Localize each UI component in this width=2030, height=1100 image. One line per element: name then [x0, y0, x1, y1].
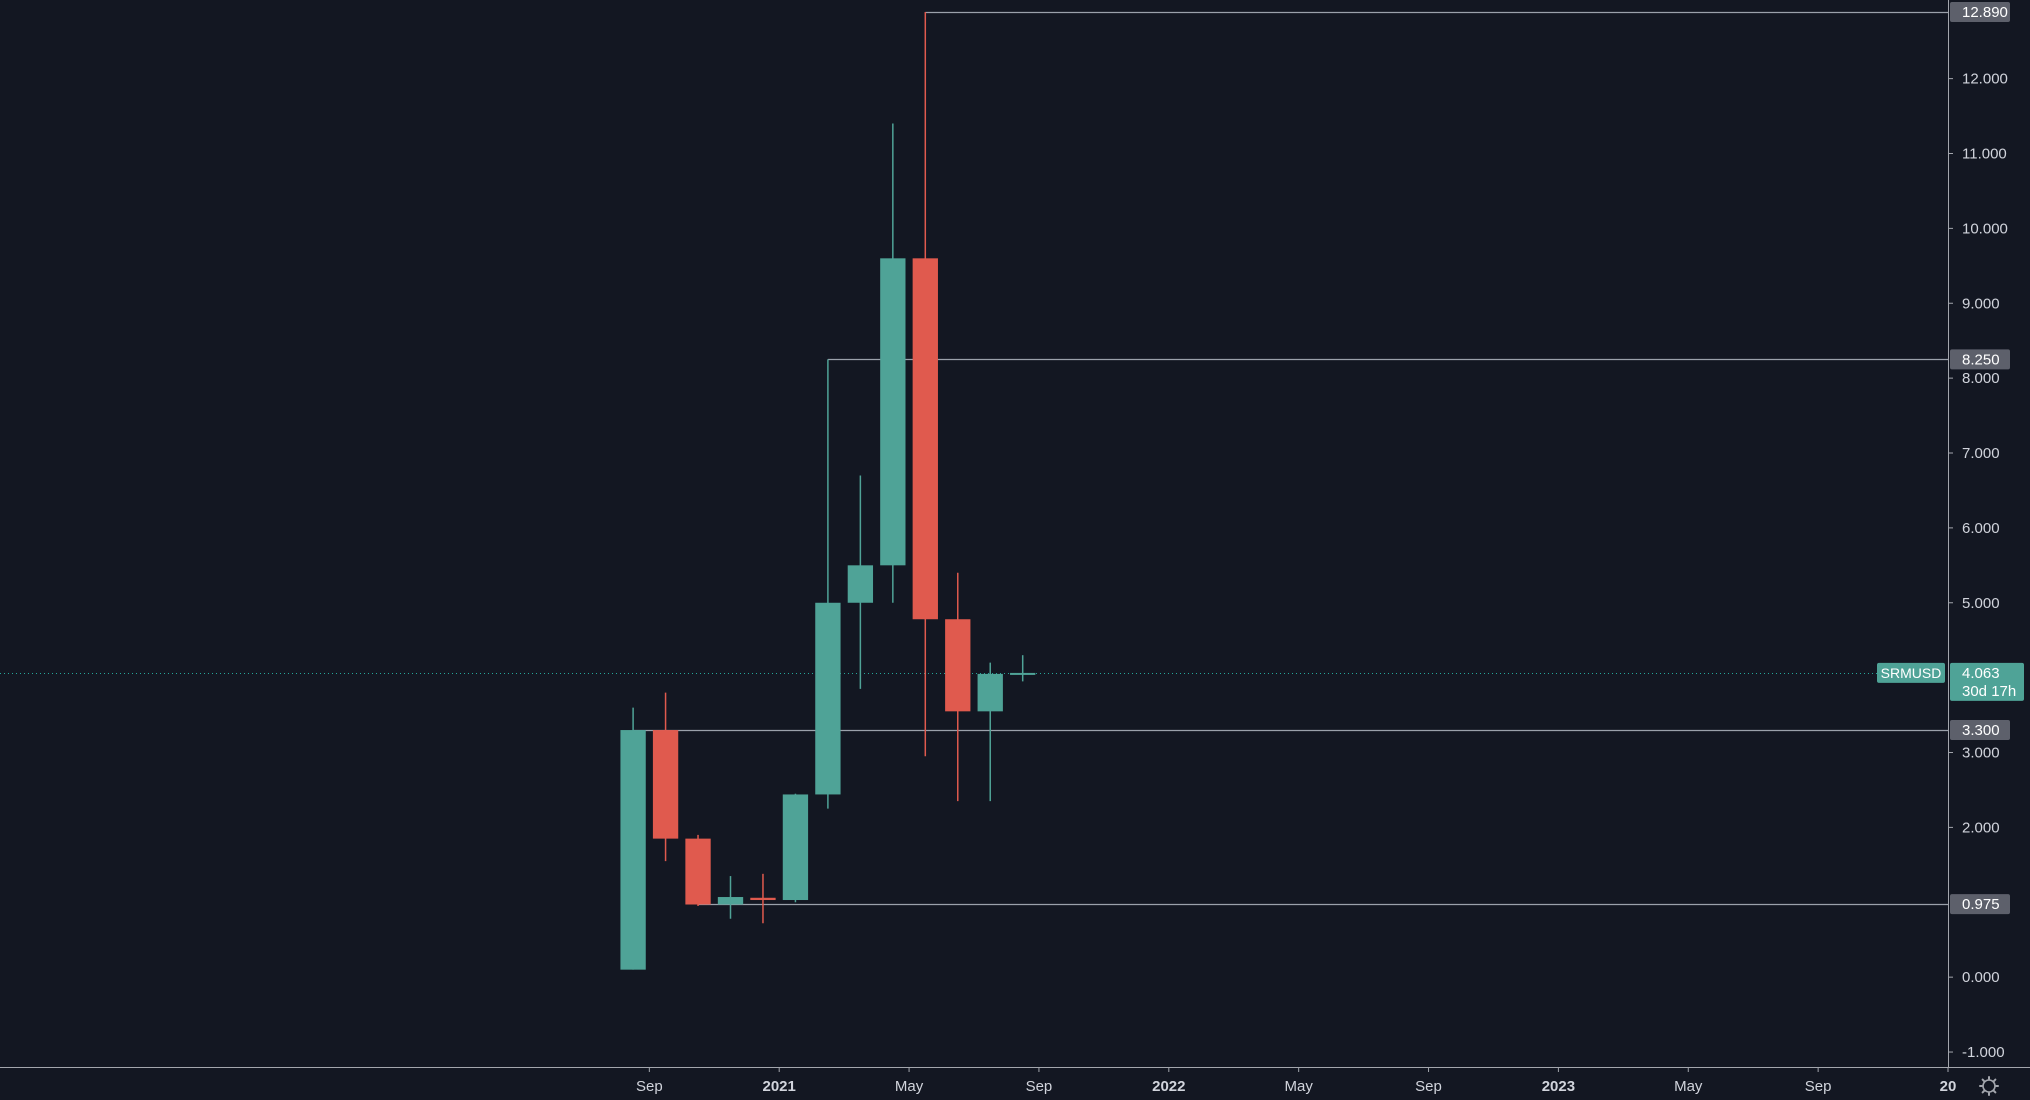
candle-2020-12 [750, 873, 776, 924]
candle-body [782, 794, 809, 901]
candle-body [847, 565, 874, 603]
y-tick-label: 3.000 [1962, 745, 2000, 762]
level-tag-0: 12.890 [1950, 1, 2010, 22]
candle-2020-10 [685, 834, 711, 907]
x-tick-label: Sep [1805, 1078, 1832, 1095]
x-tick-label: 20 [1940, 1078, 1957, 1095]
y-tick-label: 6.000 [1962, 520, 2000, 537]
level-tag-bg [1950, 349, 2010, 370]
candle-body [717, 897, 744, 905]
candles-layer [620, 11, 1036, 970]
x-tick-label: Sep [1026, 1078, 1053, 1095]
candle-body [945, 619, 971, 712]
candle-body [685, 838, 711, 905]
candle-body [977, 673, 1003, 712]
candle-2021-03 [847, 475, 874, 689]
y-tick-label: -1.000 [1962, 1044, 2005, 1061]
level-tag-bg [1950, 720, 2010, 741]
candle-body [620, 730, 646, 970]
level-tag-label: 3.300 [1962, 722, 2000, 739]
last-price-tag-bg [1950, 662, 2024, 701]
level-tag-label: 0.975 [1962, 896, 2000, 913]
level-tag-2: 3.300 [1950, 720, 2010, 741]
candle-2021-07 [977, 662, 1003, 802]
x-tick-label: 2023 [1542, 1078, 1575, 1095]
y-tick-label: 2.000 [1962, 819, 2000, 836]
x-tick-label: Sep [636, 1078, 663, 1095]
level-tag-bg [1950, 894, 2010, 915]
level-tag-label: 8.250 [1962, 351, 2000, 368]
x-tick-label: 2022 [1152, 1078, 1185, 1095]
candle-body [815, 602, 841, 795]
time-axis[interactable]: Sep 2021 May Sep 2022 May Sep 2023 May Sep 20 [636, 1067, 1956, 1095]
level-tag-1: 8.250 [1950, 349, 2010, 370]
candle-body [652, 730, 679, 839]
candle-2021-02 [815, 359, 841, 809]
levels-layer [633, 11, 1948, 906]
symbol-label: SRMUSD [1881, 665, 1942, 681]
y-tick-label: 0.000 [1962, 969, 2000, 986]
y-tick-label: 9.000 [1962, 295, 2000, 312]
y-tick-label: 7.000 [1962, 445, 2000, 462]
y-tick-label: 12.000 [1962, 71, 2008, 88]
y-tick-label: 10.000 [1962, 220, 2008, 237]
y-tick-label: 5.000 [1962, 595, 2000, 612]
candle-body [750, 897, 776, 901]
candle-2021-08 [1010, 655, 1036, 682]
candle-2020-11 [717, 876, 744, 919]
x-tick-label: 2021 [763, 1078, 796, 1095]
level-tag-label: 12.890 [1962, 4, 2008, 21]
level-tag-3: 0.975 [1950, 894, 2010, 915]
countdown-label: 30d 17h [1962, 683, 2016, 700]
candle-2020-09 [652, 692, 679, 862]
candle-2021-06 [945, 572, 971, 802]
x-tick-label: May [1674, 1078, 1703, 1095]
candle-2021-01 [782, 793, 809, 903]
symbol-tag-bg [1877, 662, 1945, 683]
settings-gear-icon[interactable] [1979, 1076, 1999, 1096]
candle-body [1010, 672, 1036, 675]
x-tick-label: May [1284, 1078, 1313, 1095]
candle-2020-08 [620, 707, 646, 970]
price-axis[interactable]: 12.000 11.000 10.000 9.000 8.000 7.000 6.000 5.… [1948, 71, 2008, 1061]
symbol-tag: SRMUSD [1877, 662, 1945, 683]
candle-body [912, 258, 938, 620]
x-tick-label: Sep [1415, 1078, 1442, 1095]
x-tick-label: May [895, 1078, 924, 1095]
y-tick-label: 11.000 [1962, 145, 2007, 162]
level-tag-bg [1950, 1, 2010, 22]
last-price-label: 4.063 [1962, 665, 2000, 682]
y-tick-label: 8.000 [1962, 370, 2000, 387]
candle-2021-04 [880, 123, 906, 603]
candle-2021-05 [912, 11, 938, 757]
candle-body [880, 258, 906, 566]
